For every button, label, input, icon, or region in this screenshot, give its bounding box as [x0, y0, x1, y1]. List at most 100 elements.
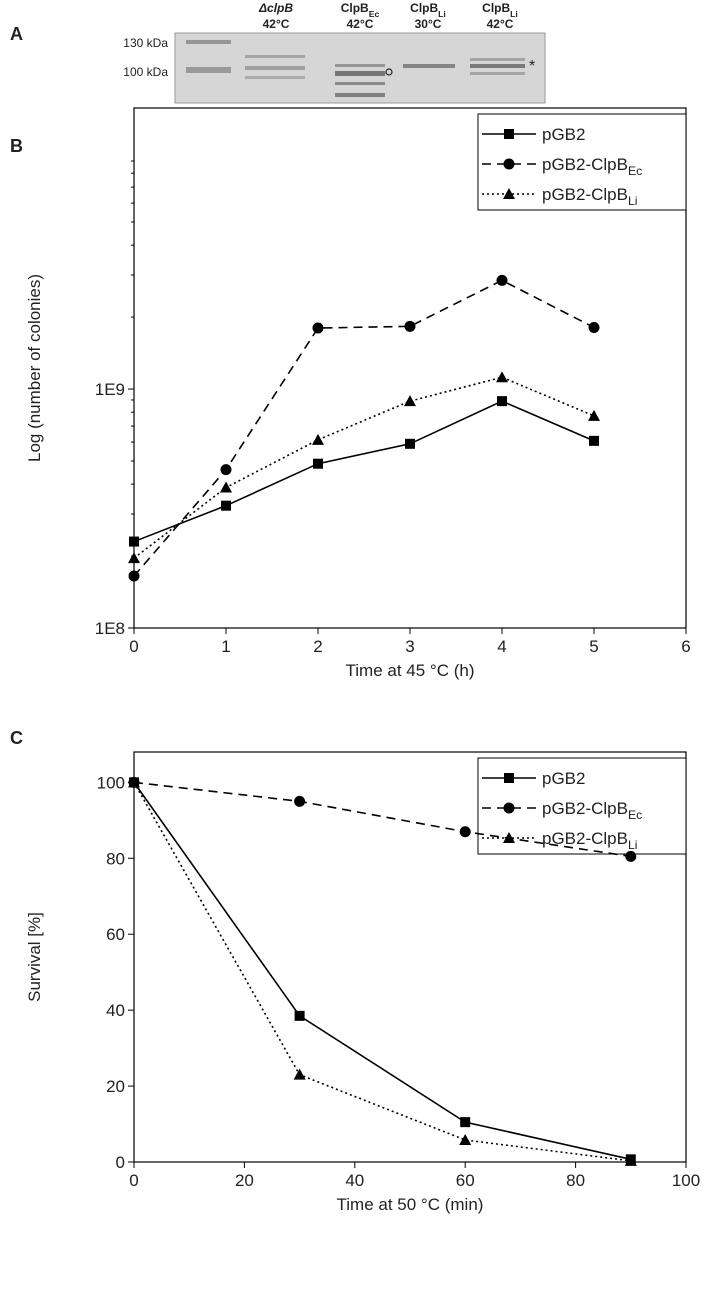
size-marker: 100 kDa	[123, 65, 168, 79]
legend-label-sub: Li	[628, 194, 638, 208]
lane-name: ClpBLi	[482, 1, 518, 19]
series-line	[133, 279, 595, 577]
x-tick-label: 0	[129, 1171, 138, 1190]
x-tick-label: 2	[313, 637, 322, 656]
panel-letter: A	[10, 24, 23, 44]
x-tick-label: 80	[566, 1171, 585, 1190]
legend-label: pGB2-ClpBLi	[542, 829, 638, 852]
lane-name: ClpBEc	[341, 1, 380, 19]
lane-name-sub: Ec	[369, 9, 380, 19]
marker	[504, 129, 514, 139]
plot-frame	[133, 751, 687, 1163]
lane-name: ΔclpB	[258, 1, 293, 15]
marker	[589, 435, 599, 446]
x-tick-label: 5	[589, 637, 598, 656]
marker	[220, 464, 232, 476]
marker	[312, 322, 324, 334]
y-tick-label: 1E8	[95, 619, 125, 638]
lane-temp: 42°C	[487, 17, 514, 31]
marker	[503, 158, 515, 170]
lane-temp: 42°C	[347, 17, 374, 31]
y-tick-label: 0	[116, 1153, 125, 1172]
legend-label: pGB2	[542, 769, 585, 788]
marker	[294, 795, 306, 807]
x-tick-label: 60	[456, 1171, 475, 1190]
y-tick-label: 100	[97, 773, 125, 792]
series-line	[133, 781, 631, 1161]
legend-label-sub: Li	[628, 838, 638, 852]
marker	[503, 188, 515, 199]
x-tick-label: 6	[681, 637, 690, 656]
lane-name-main: ΔclpB	[258, 1, 293, 15]
y-tick-label: 20	[106, 1077, 125, 1096]
x-tick-label: 100	[672, 1171, 700, 1190]
marker	[128, 776, 140, 788]
lane-name-main: ClpB	[482, 1, 510, 15]
marker	[460, 1117, 471, 1128]
marker	[312, 433, 324, 445]
marker	[294, 1010, 305, 1021]
band-note: *	[529, 58, 535, 75]
legend-label-main: pGB2-ClpB	[542, 185, 628, 204]
legend-label: pGB2-ClpBEc	[542, 799, 642, 822]
band-circle	[385, 68, 393, 76]
y-axis-label: Survival [%]	[25, 912, 44, 1002]
marker	[459, 1133, 472, 1145]
x-tick-label: 3	[405, 637, 414, 656]
marker	[405, 438, 415, 449]
marker	[221, 500, 231, 511]
series-line	[133, 400, 595, 543]
lane-name: ClpBLi	[410, 1, 446, 19]
y-tick-label: 40	[106, 1001, 125, 1020]
y-axis-label: Log (number of colonies)	[25, 274, 44, 462]
legend-label: pGB2-ClpBLi	[542, 185, 638, 208]
marker	[128, 570, 140, 582]
series-line	[133, 376, 595, 559]
marker	[459, 826, 471, 838]
marker	[504, 773, 514, 783]
x-axis-label: Time at 50 °C (min)	[337, 1195, 484, 1214]
legend-label-sub: Ec	[628, 164, 642, 178]
marker	[404, 395, 416, 407]
marker	[313, 458, 323, 469]
gel-bands	[186, 40, 525, 97]
legend-label: pGB2-ClpBEc	[542, 155, 642, 178]
panel-letter: C	[10, 728, 23, 748]
series-line	[133, 781, 631, 858]
lane-name-main: ClpB	[341, 1, 369, 15]
marker	[404, 320, 416, 332]
lane-name-sub: Li	[438, 9, 446, 19]
size-marker: 130 kDa	[123, 36, 168, 50]
legend-label-main: pGB2-ClpB	[542, 155, 628, 174]
legend-label-sub: Ec	[628, 808, 642, 822]
lane-temp: 42°C	[263, 17, 290, 31]
marker	[588, 409, 600, 421]
legend-label-main: pGB2	[542, 125, 585, 144]
panel-letter: B	[10, 136, 23, 156]
lane-name-sub: Li	[510, 9, 518, 19]
y-tick-label: 60	[106, 925, 125, 944]
x-tick-label: 40	[345, 1171, 364, 1190]
x-tick-label: 1	[221, 637, 230, 656]
legend-label-main: pGB2	[542, 769, 585, 788]
x-axis-label: Time at 45 °C (h)	[346, 661, 475, 680]
marker	[503, 832, 515, 843]
marker	[588, 321, 600, 333]
y-tick-label: 1E9	[95, 380, 125, 399]
marker	[496, 371, 508, 383]
marker	[128, 552, 140, 564]
marker	[293, 1068, 306, 1080]
legend-label: pGB2	[542, 125, 585, 144]
marker	[129, 536, 139, 547]
y-tick-label: 80	[106, 849, 125, 868]
lane-temp: 30°C	[415, 17, 442, 31]
marker	[625, 850, 637, 862]
x-tick-label: 20	[235, 1171, 254, 1190]
x-tick-label: 0	[129, 637, 138, 656]
marker	[220, 481, 232, 493]
marker	[496, 274, 508, 286]
legend-label-main: pGB2-ClpB	[542, 799, 628, 818]
x-tick-label: 4	[497, 637, 506, 656]
legend-label-main: pGB2-ClpB	[542, 829, 628, 848]
